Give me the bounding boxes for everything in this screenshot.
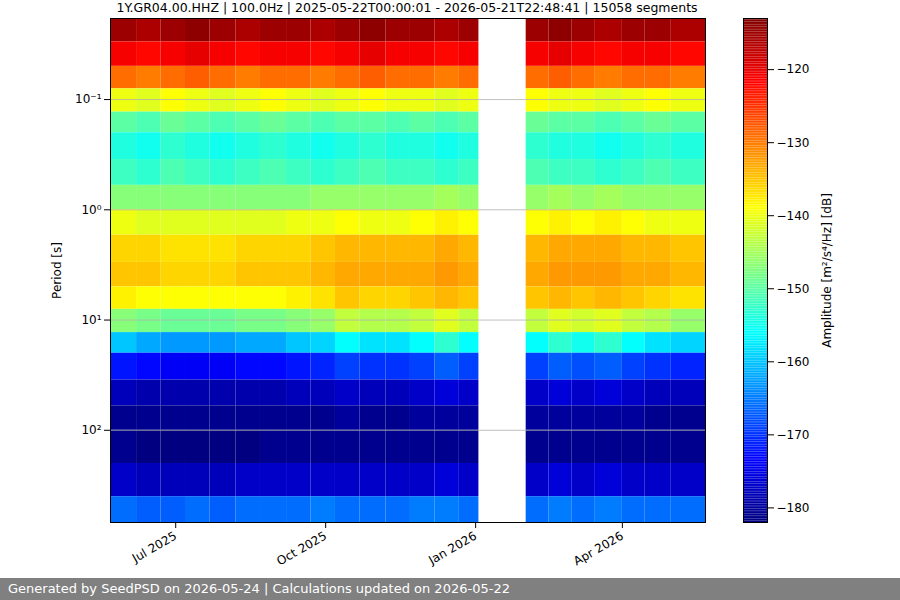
svg-text:−130: −130 (777, 136, 810, 150)
svg-text:−150: −150 (777, 282, 810, 296)
svg-text:−120: −120 (777, 62, 810, 76)
html-text:1Y.GR04.00.HHZ | 100.0Hz | 202: 1Y.GR04.00.HHZ | 100.0Hz | 2025-05-22T00… (116, 0, 698, 15)
svg-text:10¹: 10¹ (81, 313, 101, 327)
svg-text:Oct 2025: Oct 2025 (274, 529, 329, 569)
svg-text:−170: −170 (777, 428, 810, 442)
svg-text:Amplitude [m²/s⁴/Hz] [dB]: Amplitude [m²/s⁴/Hz] [dB] (820, 193, 834, 348)
svg-text:10⁰: 10⁰ (81, 203, 101, 217)
svg-text:−160: −160 (777, 355, 810, 369)
svg-text:−180: −180 (777, 501, 810, 515)
svg-text:−140: −140 (777, 209, 810, 223)
svg-text:Period [s]: Period [s] (50, 242, 64, 299)
svg-text:Apr 2026: Apr 2026 (571, 529, 626, 569)
svg-text:Jan 2026: Jan 2026 (425, 529, 479, 568)
html-text:Generated by SeedPSD on 2026-0: Generated by SeedPSD on 2026-05-24 | Cal… (8, 581, 510, 596)
svg-text:10⁻¹: 10⁻¹ (75, 92, 102, 106)
svg-text:10²: 10² (81, 423, 101, 437)
svg-text:Jul 2025: Jul 2025 (129, 529, 179, 566)
